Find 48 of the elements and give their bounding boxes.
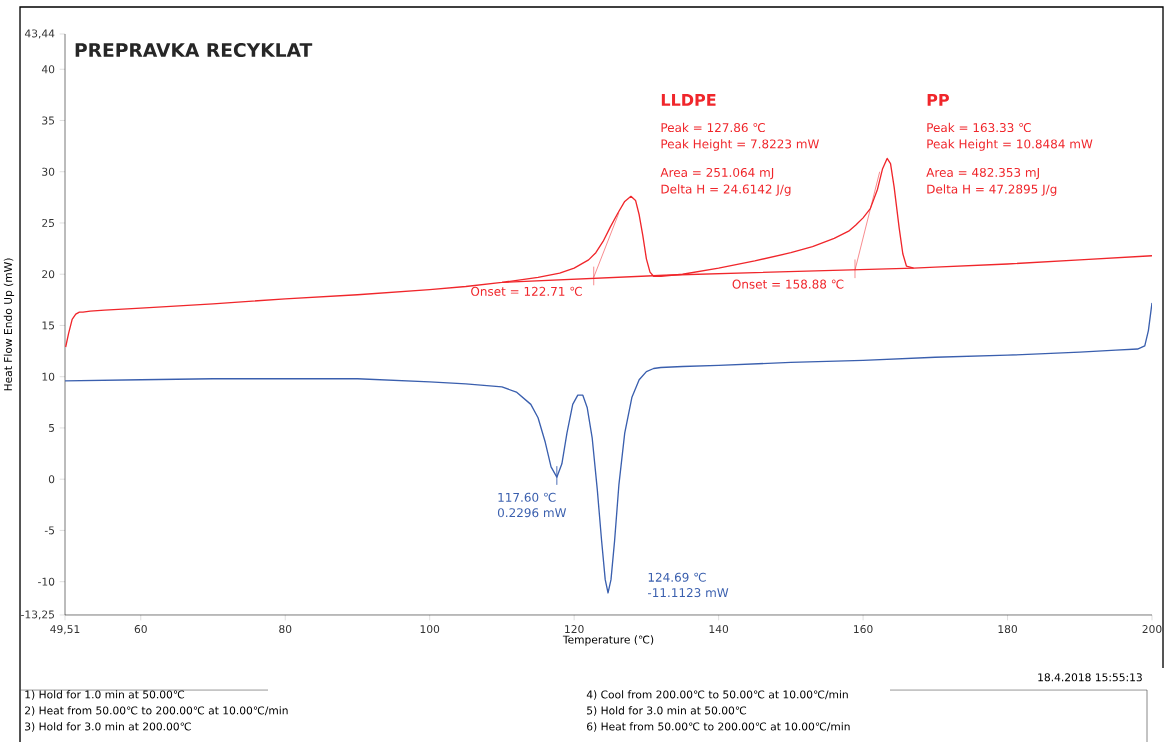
y-tick-label: 35 xyxy=(42,116,55,125)
text: 18.4.2018 15:55:13 xyxy=(1038,673,1142,682)
annotation: Peak Height = 7.8223 mW xyxy=(661,139,819,151)
annotation: 124.69 ℃ xyxy=(648,572,706,582)
x-tick-label: 120 xyxy=(565,625,584,634)
y-tick-label: 43,44 xyxy=(24,29,55,39)
annotation: LLDPE xyxy=(661,94,716,106)
x-tick-label: 100 xyxy=(420,625,440,634)
text: 1) Hold for 1.0 min at 50.00℃ xyxy=(25,690,185,700)
x-tick-label: 200 xyxy=(1142,625,1162,634)
x-tick-label: 180 xyxy=(998,625,1018,634)
x-axis-title: Temperature (℃) xyxy=(562,635,654,646)
chart-title: PREPRAVKA RECYKLAT xyxy=(75,42,313,58)
text: 5) Hold for 3.0 min at 50.00℃ xyxy=(587,706,747,716)
annotation: Onset = 158.88 ℃ xyxy=(732,279,844,289)
x-tick-label: 140 xyxy=(709,625,729,634)
y-tick-label: 10 xyxy=(42,372,55,381)
text: 6) Heat from 50.00℃ to 200.00℃ at 10.00℃/min xyxy=(587,722,850,732)
x-tick-label: 160 xyxy=(854,625,873,634)
text: 4) Cool from 200.00℃ to 50.00℃ at 10.00℃/min xyxy=(586,690,848,700)
y-tick-label: -10 xyxy=(38,577,55,586)
text: 2) Heat from 50.00℃ to 200.00℃ at 10.00℃/min xyxy=(25,706,288,716)
y-axis-title: Heat Flow Endo Up (mW) xyxy=(3,258,15,391)
annotation: PP xyxy=(927,94,949,106)
annotation: Area = 482.353 mJ xyxy=(926,167,1039,180)
annotation: Peak = 163.33 ℃ xyxy=(927,122,1031,133)
y-tick-label: 20 xyxy=(42,270,55,279)
annotation: Delta H = 47.2895 J/g xyxy=(927,184,1057,196)
y-tick-label: 30 xyxy=(42,167,55,176)
annotation: Area = 251.064 mJ xyxy=(660,167,774,180)
annotation: 0.2296 mW xyxy=(497,508,567,518)
x-tick-label: 49,51 xyxy=(50,625,80,635)
x-tick-label: 80 xyxy=(279,625,292,634)
annotation: Peak = 127.86 ℃ xyxy=(661,122,765,133)
y-tick-label: 0 xyxy=(48,475,55,484)
y-tick-label: -13,25 xyxy=(21,610,55,620)
y-tick-label: 15 xyxy=(42,321,55,330)
annotation: Onset = 122.71 ℃ xyxy=(471,286,582,296)
y-tick-label: 5 xyxy=(49,423,55,432)
y-tick-label: 40 xyxy=(41,65,55,74)
annotation: Delta H = 24.6142 J/g xyxy=(661,184,791,196)
text: 3) Hold for 3.0 min at 200.00℃ xyxy=(25,722,191,732)
y-tick-label: -5 xyxy=(44,526,55,535)
x-tick-label: 60 xyxy=(134,625,147,634)
y-tick-label: 25 xyxy=(42,218,55,228)
annotation: 117.60 ℃ xyxy=(498,492,556,502)
annotation: Peak Height = 10.8484 mW xyxy=(927,139,1093,151)
annotation: -11.1123 mW xyxy=(647,588,729,598)
